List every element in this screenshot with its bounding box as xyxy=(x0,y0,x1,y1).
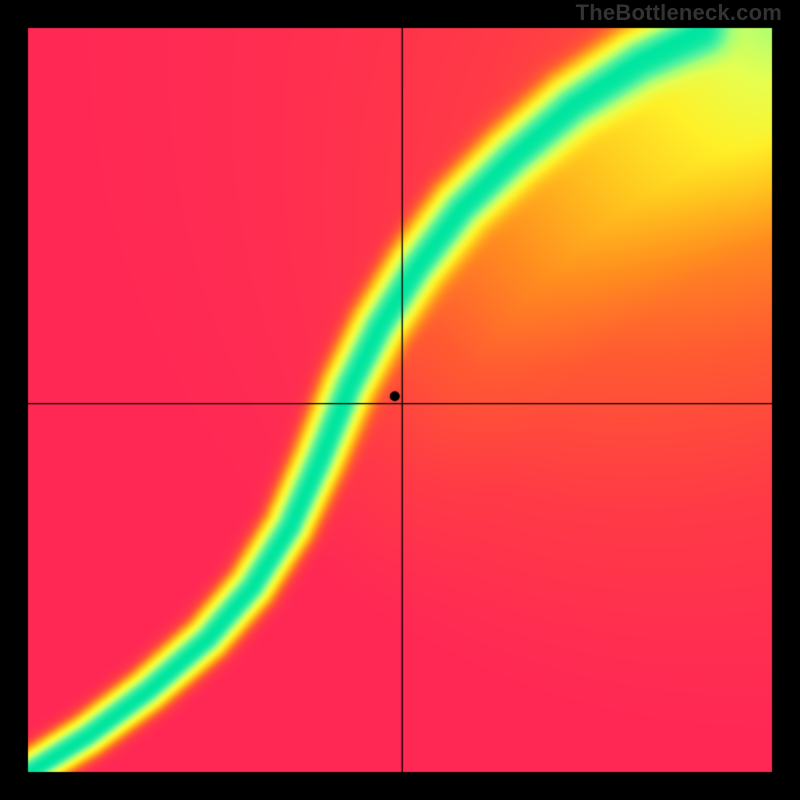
bottleneck-heatmap xyxy=(0,0,800,800)
watermark-text: TheBottleneck.com xyxy=(576,0,782,26)
chart-container: TheBottleneck.com xyxy=(0,0,800,800)
